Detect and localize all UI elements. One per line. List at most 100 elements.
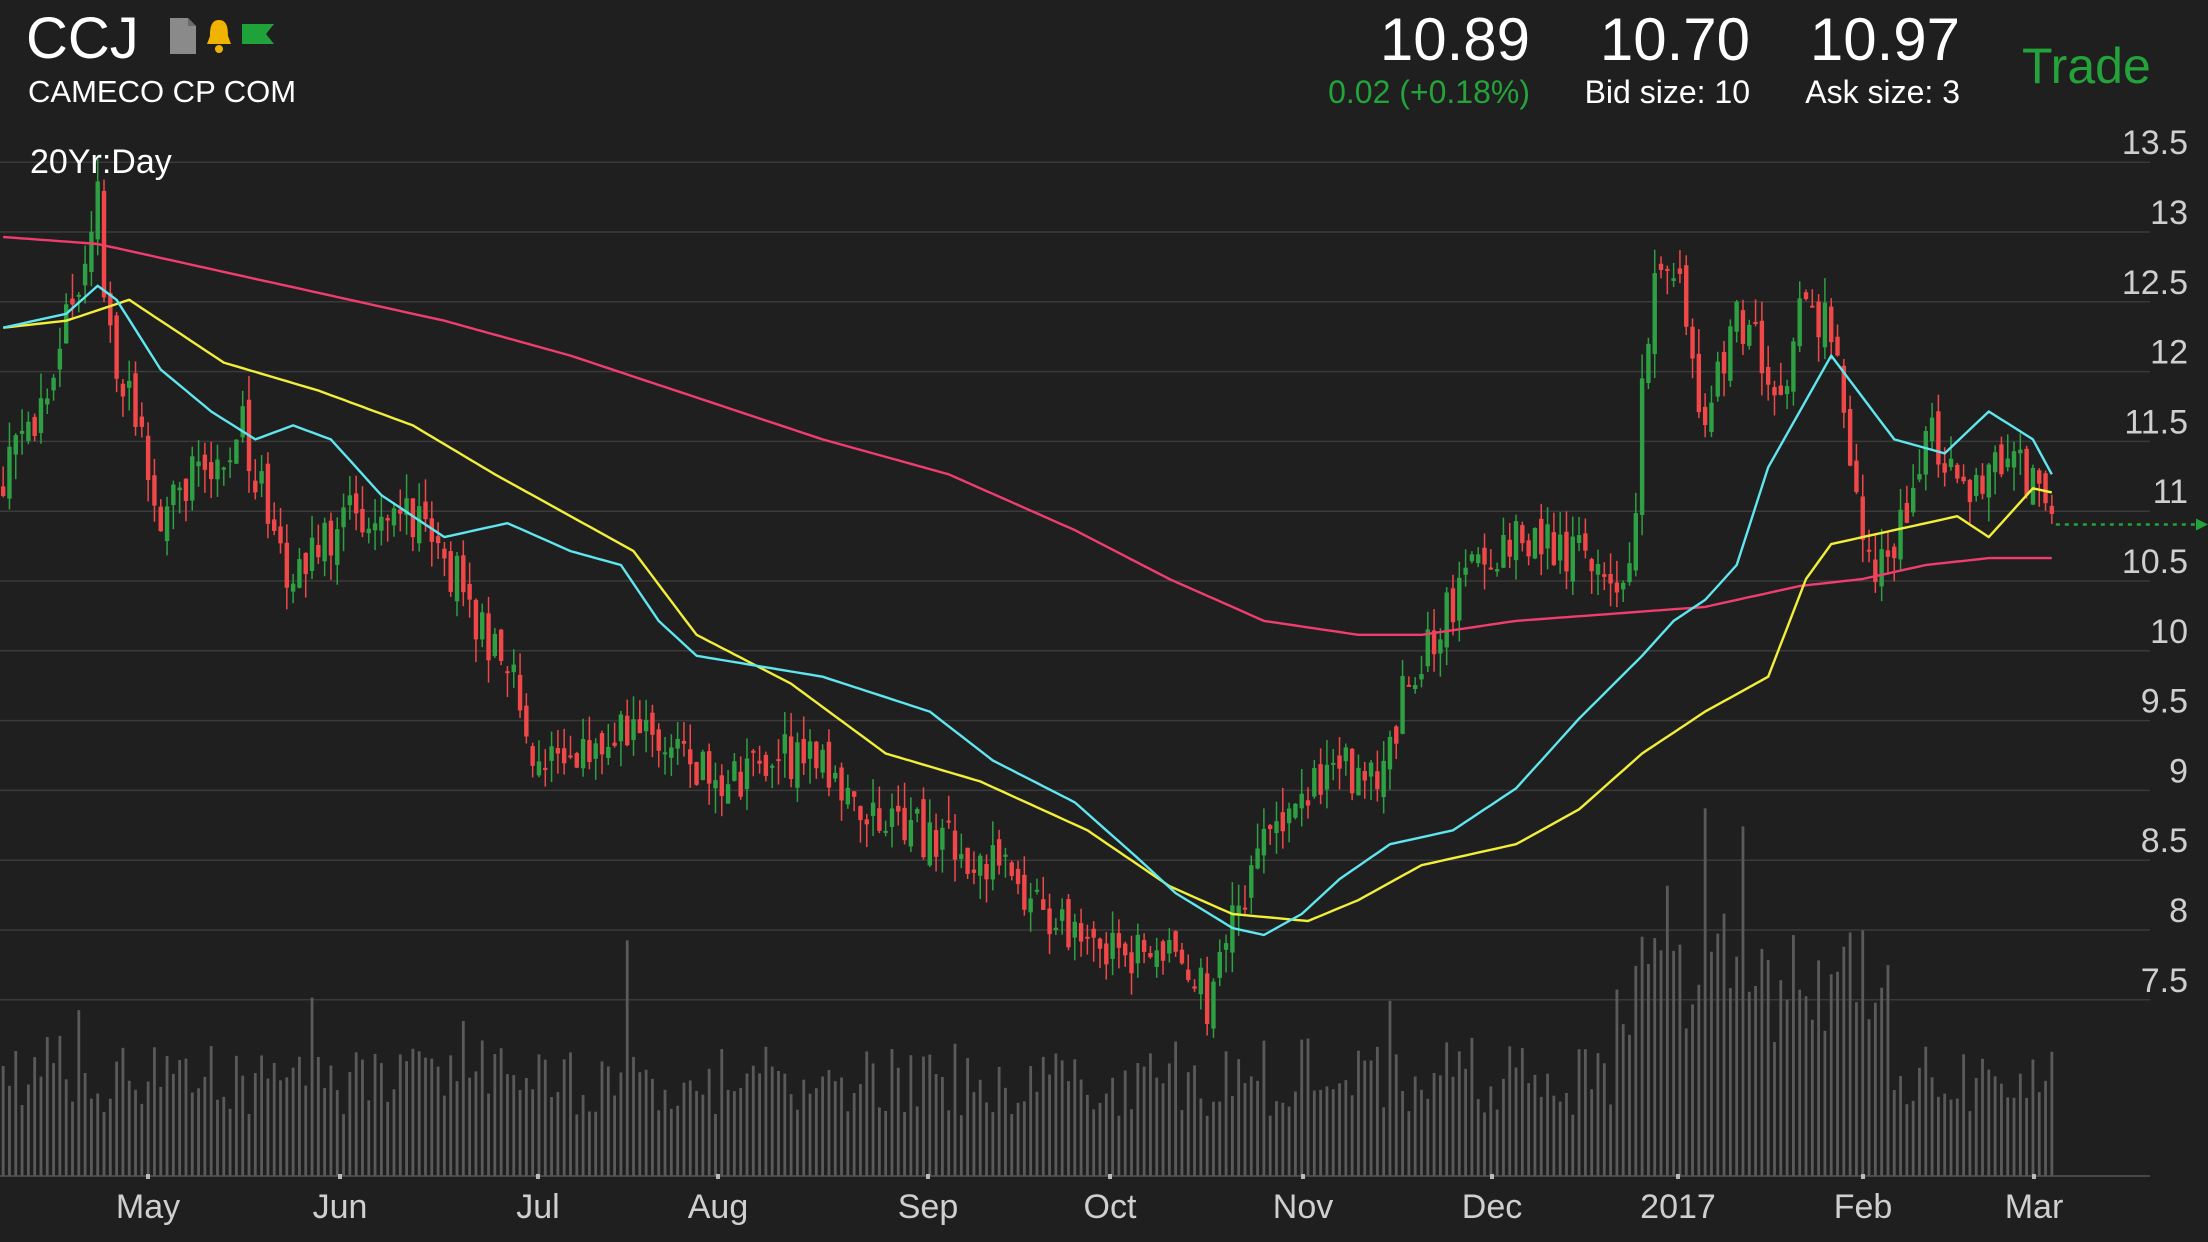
flag-icon[interactable] — [240, 16, 276, 61]
candle — [625, 699, 630, 747]
candle — [353, 475, 359, 531]
volume-bar — [840, 1077, 843, 1176]
candle — [1860, 474, 1865, 563]
candle — [190, 446, 195, 511]
y-tick-label: 8 — [2169, 892, 2188, 930]
chart-period[interactable]: 20Yr:Day — [30, 143, 172, 181]
y-tick-label: 9.5 — [2141, 683, 2188, 721]
candle — [1721, 340, 1727, 397]
volume-bar — [915, 1106, 919, 1176]
candle — [1532, 527, 1538, 560]
candle — [1614, 560, 1620, 608]
volume-bar — [909, 1055, 913, 1176]
candle — [1375, 750, 1380, 802]
x-tick — [1676, 1174, 1680, 1179]
candle — [2030, 464, 2036, 506]
candle — [1747, 319, 1752, 350]
volume-bar — [1703, 808, 1707, 1176]
candle — [1368, 759, 1374, 801]
volume-bar — [1495, 1109, 1499, 1176]
volume-bar — [1590, 1089, 1594, 1176]
volume-bar — [222, 1096, 226, 1176]
candle — [1362, 761, 1367, 799]
candle — [1740, 299, 1746, 356]
candle — [1929, 402, 1935, 452]
volume-bar — [1275, 1101, 1278, 1176]
candle — [870, 779, 876, 837]
volume-bar — [1136, 1063, 1140, 1176]
volume-bar — [2018, 1073, 2022, 1176]
volume-bar — [1300, 1039, 1304, 1176]
candle — [1772, 380, 1777, 416]
candle — [1847, 395, 1853, 467]
bell-icon[interactable] — [204, 16, 234, 61]
document-icon[interactable] — [168, 16, 198, 61]
candle — [1936, 394, 1941, 478]
trade-button[interactable]: Trade — [2022, 38, 2151, 94]
volume-bar — [997, 1066, 1001, 1176]
volume-bar — [802, 1079, 806, 1176]
volume-bar — [556, 1091, 560, 1176]
candle — [984, 854, 989, 903]
candle — [1639, 354, 1645, 536]
candle — [580, 718, 586, 777]
candle — [1236, 884, 1241, 936]
volume-bar — [714, 1113, 717, 1176]
volume-bar — [985, 1102, 988, 1176]
volume-bar — [606, 1066, 610, 1176]
volume-bar — [190, 1092, 194, 1176]
candle — [1753, 299, 1758, 327]
volume-bar — [1754, 985, 1757, 1176]
moving-average-long — [3, 235, 2052, 636]
volume-bar — [1249, 1076, 1253, 1176]
candle — [1803, 289, 1809, 301]
volume-bar — [1539, 1096, 1543, 1176]
candle — [1343, 743, 1349, 776]
volume-bar — [436, 1066, 440, 1176]
volume-bar — [1779, 980, 1783, 1176]
volume-bar — [2025, 1097, 2029, 1176]
candle — [574, 751, 579, 769]
candle — [1482, 533, 1487, 590]
volume-bar — [443, 1095, 446, 1176]
candle — [1633, 492, 1639, 577]
candle — [1822, 278, 1828, 360]
x-tick-label: Jul — [516, 1188, 559, 1226]
volume-bar — [430, 1058, 434, 1176]
candle — [1041, 876, 1046, 910]
candle — [404, 474, 409, 535]
candle — [807, 729, 813, 784]
candle — [1091, 921, 1096, 962]
volume-bar — [1029, 1066, 1033, 1176]
volume-bar — [947, 1110, 951, 1176]
candle — [675, 722, 680, 765]
candle — [152, 458, 157, 522]
volume-bar — [859, 1084, 862, 1176]
volume-bar — [922, 1056, 925, 1176]
candle — [732, 753, 737, 782]
x-tick — [536, 1174, 540, 1179]
candle — [1179, 942, 1185, 965]
volume-bar — [461, 1020, 465, 1176]
volume-bar — [619, 1072, 623, 1176]
volume-bar — [1312, 1090, 1316, 1176]
volume-bar — [1558, 1101, 1562, 1176]
candle — [864, 813, 869, 848]
candle — [1186, 954, 1191, 983]
candle — [7, 422, 12, 510]
candle — [1476, 547, 1481, 568]
volume-bar — [884, 1110, 888, 1176]
candle — [536, 740, 542, 778]
volume-bar — [1117, 1115, 1121, 1176]
volume-bar — [1010, 1114, 1014, 1176]
candle — [1545, 507, 1550, 570]
volume-bar — [1766, 960, 1770, 1176]
candle — [51, 374, 56, 401]
volume-bar — [1294, 1091, 1297, 1176]
candle — [486, 596, 491, 683]
volume-bar — [531, 1089, 535, 1176]
volume-bar — [1149, 1053, 1152, 1176]
candle — [1910, 464, 1916, 517]
candle — [1349, 747, 1355, 801]
